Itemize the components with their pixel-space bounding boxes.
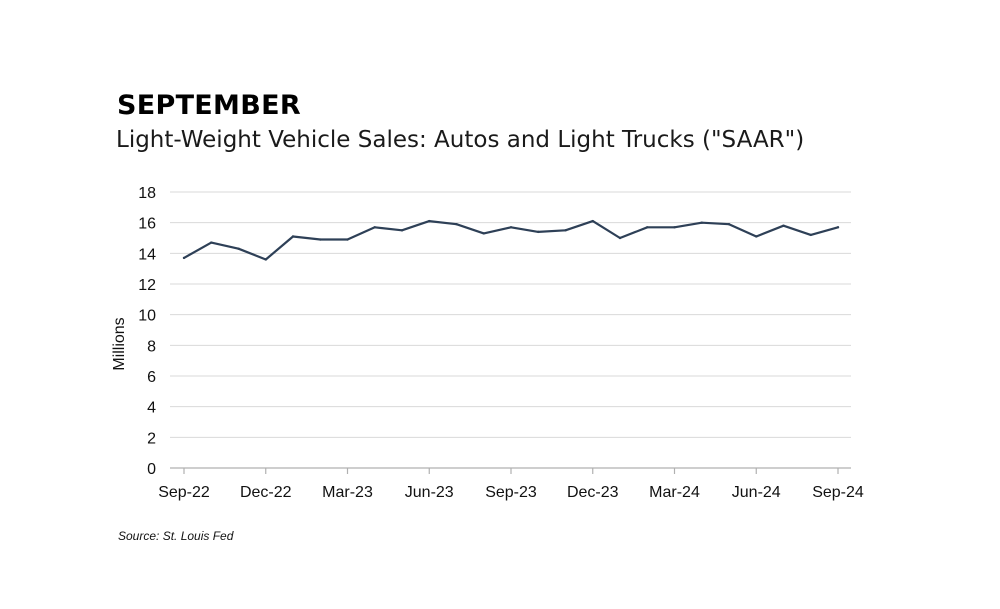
x-tick-label: Sep-22 <box>158 484 210 501</box>
series-group <box>182 219 840 261</box>
data-point <box>264 258 267 261</box>
y-axis-label: Millions <box>111 317 128 370</box>
y-tick-label: 4 <box>147 400 156 417</box>
data-point <box>537 230 540 234</box>
y-axis-ticks: 0 2 4 6 8 10 12 14 16 18 <box>138 185 156 478</box>
x-tick-label: Sep-23 <box>485 484 537 501</box>
y-tick-label: 2 <box>147 430 156 447</box>
data-point <box>373 226 376 229</box>
data-point <box>700 221 703 224</box>
data-point <box>428 219 431 223</box>
data-point <box>782 224 785 227</box>
y-tick-label: 14 <box>138 246 156 263</box>
data-point <box>836 226 840 229</box>
x-tick-label: Sep-24 <box>812 484 864 501</box>
y-tick-label: 10 <box>138 308 156 325</box>
data-point <box>291 235 295 238</box>
data-point <box>727 223 731 226</box>
data-point <box>210 241 213 244</box>
grid-lines <box>170 191 851 438</box>
data-point <box>400 229 404 232</box>
data-point <box>755 235 758 238</box>
x-axis: Sep-22 Dec-22 Mar-23 Jun-23 Sep-23 Dec-23 Mar-… <box>158 467 864 501</box>
x-tick-label: Mar-23 <box>322 484 373 501</box>
data-point <box>564 229 567 232</box>
x-tick-label: Jun-24 <box>732 484 781 501</box>
chart-title: Light-Weight Vehicle Sales: Autos and Li… <box>116 127 805 153</box>
y-tick-label: 18 <box>138 185 156 202</box>
data-point <box>618 236 622 240</box>
data-point <box>509 226 513 229</box>
data-point <box>646 226 649 229</box>
data-point <box>455 223 458 226</box>
data-point <box>482 232 485 235</box>
x-tick-label: Dec-23 <box>567 484 619 501</box>
data-point <box>591 219 594 223</box>
x-tick-label: Dec-22 <box>240 484 292 501</box>
y-tick-label: 16 <box>138 216 156 233</box>
y-tick-label: 6 <box>147 369 156 386</box>
data-point <box>346 238 349 241</box>
chart-kicker: SEPTEMBER <box>117 90 301 121</box>
x-tick-label: Jun-23 <box>405 484 454 501</box>
data-point <box>673 226 676 229</box>
data-point <box>182 256 186 260</box>
y-tick-label: 8 <box>147 338 156 355</box>
y-tick-label: 12 <box>138 277 156 294</box>
data-point <box>319 238 322 241</box>
data-point <box>237 247 240 250</box>
source-note: Source: St. Louis Fed <box>118 529 234 543</box>
y-tick-label: 0 <box>147 461 156 478</box>
data-point <box>809 233 812 237</box>
x-tick-label: Mar-24 <box>649 484 700 501</box>
